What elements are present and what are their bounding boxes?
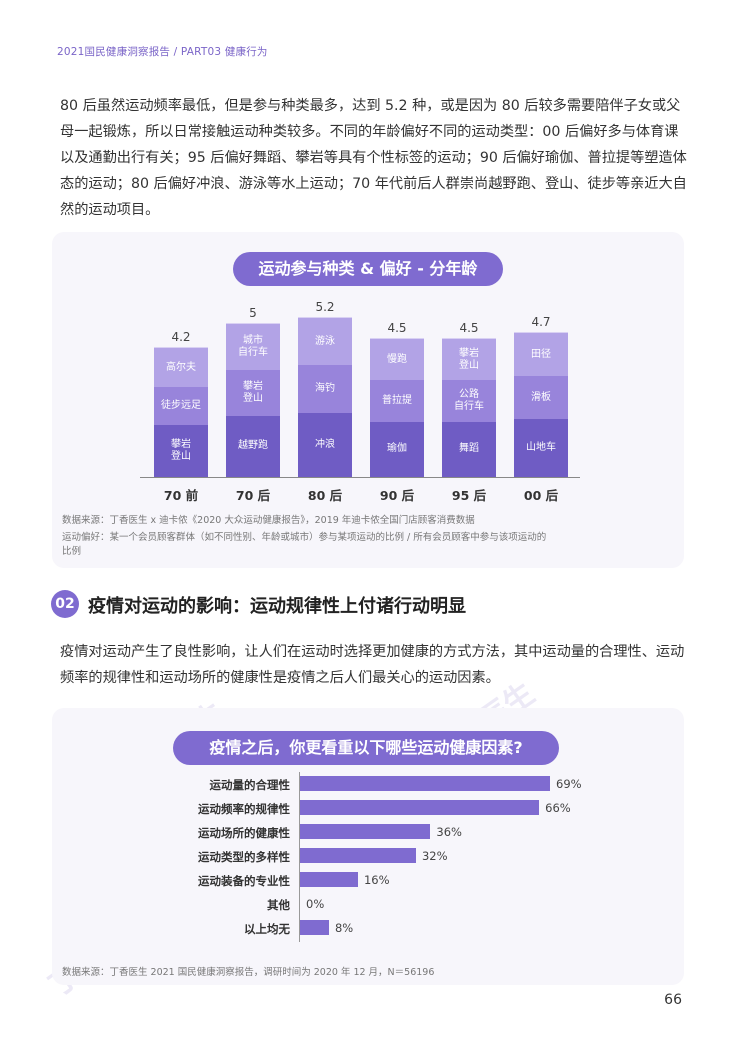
bar-segment: 城市 自行车: [226, 322, 280, 370]
bar-total-label: 4.5: [459, 321, 479, 336]
x-tick-label: 80 后: [307, 488, 343, 503]
bar-segment: 攀岩 登山: [226, 368, 280, 416]
bar-segment: 舞蹈: [442, 421, 496, 477]
factor-label: 运动场所的健康性: [198, 826, 290, 840]
page-header: 2021国民健康洞察报告 / PART03 健康行为: [57, 46, 268, 58]
bar-segment: 高尔夫: [154, 347, 208, 387]
bar-segment: 田径: [514, 331, 568, 377]
factor-label: 运动频率的规律性: [198, 802, 290, 816]
x-tick-label: 00 后: [523, 488, 559, 503]
factor-bar: [300, 848, 416, 863]
bar-5: 山地车 滑板 田径: [514, 331, 568, 477]
factor-bar: [300, 824, 431, 839]
bar-total-label: 4.5: [387, 321, 407, 336]
bar-segment: 冲浪: [298, 413, 352, 477]
bar-segment: 攀岩 登山: [154, 425, 208, 477]
bar-segment: 慢跑: [370, 338, 424, 381]
bar-segment: 山地车: [514, 419, 568, 477]
chart1-source-line1: 数据来源：丁香医生 x 迪卡侬《2020 大众运动健康报告》，2019 年迪卡侬…: [62, 515, 475, 526]
factor-label: 运动类型的多样性: [198, 850, 290, 864]
factor-bar: [300, 872, 358, 887]
bar-segment: 越野跑: [226, 415, 280, 477]
section-number-badge: 02: [51, 590, 79, 618]
factor-value: 36%: [436, 825, 462, 839]
y-axis-line: [299, 772, 300, 942]
x-tick-label: 95 后: [451, 488, 487, 503]
factor-label: 运动装备的专业性: [198, 874, 290, 888]
chart1-source-line2: 运动偏好：某一个会员顾客群体（如不同性别、年龄或城市）参与某项运动的比例 / 所…: [62, 532, 547, 557]
bar-4: 舞蹈 公路 自行车 攀岩 登山: [442, 338, 496, 477]
bar-total-label: 4.7: [531, 314, 551, 329]
horizontal-bar-chart: 运动量的合理性 69% 运动频率的规律性 66% 运动场所的健康性 36% 运动类型的多样性…: [100, 772, 600, 946]
chart1-title: 运动参与种类 & 偏好 - 分年龄: [233, 252, 503, 286]
factor-value: 69%: [556, 777, 582, 791]
bar-segment: 海钓: [298, 364, 352, 414]
factor-value: 66%: [545, 801, 571, 815]
bar-segment: 游泳: [298, 316, 352, 366]
paragraph-2: 疫情对运动产生了良性影响，让人们在运动时选择更加健康的方式方法，其中运动量的合理…: [60, 644, 685, 686]
factor-bar: [300, 920, 329, 935]
bar-0: 攀岩 登山 徒步远足 高尔夫: [154, 347, 208, 477]
x-tick-label: 70 前: [163, 488, 199, 503]
paragraph-1: 80 后虽然运动频率最低，但是参与种类最多，达到 5.2 种，或是因为 80 后…: [60, 98, 687, 218]
section-title: 疫情对运动的影响：运动规律性上付诸行动明显: [88, 596, 466, 617]
factor-label: 其他: [267, 898, 290, 912]
bar-segment: 普拉提: [370, 379, 424, 422]
x-tick-label: 90 后: [379, 488, 415, 503]
factor-bar: [300, 776, 550, 791]
bar-total-label: 5.2: [315, 299, 335, 314]
bar-2: 冲浪 海钓 游泳: [298, 316, 352, 477]
bar-total-label: 4.2: [171, 330, 191, 345]
bar-total-label: 5: [249, 305, 257, 320]
factor-value: 16%: [363, 873, 390, 887]
x-axis-line: [140, 477, 580, 478]
chart2-source: 数据来源：丁香医生 2021 国民健康洞察报告，调研时间为 2020 年 12 …: [62, 967, 435, 978]
bar-segment: 攀岩 登山: [442, 338, 496, 381]
stacked-bar-chart: 攀岩 登山 徒步远足 高尔夫 4.2 70 前越野跑 攀岩 登山 城市 自行车 5 70 后冲浪…: [140, 290, 600, 505]
bar-segment: 公路 自行车: [442, 379, 496, 422]
x-tick-label: 70 后: [235, 488, 271, 503]
chart2-title: 疫情之后，你更看重以下哪些运动健康因素?: [173, 731, 559, 765]
factor-value: 0%: [306, 897, 325, 911]
bar-3: 瑜伽 普拉提 慢跑: [370, 338, 424, 477]
page-number: 66: [664, 992, 682, 1008]
factor-label: 运动量的合理性: [209, 778, 291, 792]
factor-label: 以上均无: [244, 922, 290, 936]
bar-segment: 滑板: [514, 375, 568, 420]
factor-bar: [300, 800, 540, 815]
factor-value: 32%: [421, 849, 448, 863]
bar-segment: 瑜伽: [370, 421, 424, 477]
factor-value: 8%: [334, 921, 354, 935]
bar-1: 越野跑 攀岩 登山 城市 自行车: [226, 322, 280, 477]
bar-segment: 徒步远足: [154, 385, 208, 426]
